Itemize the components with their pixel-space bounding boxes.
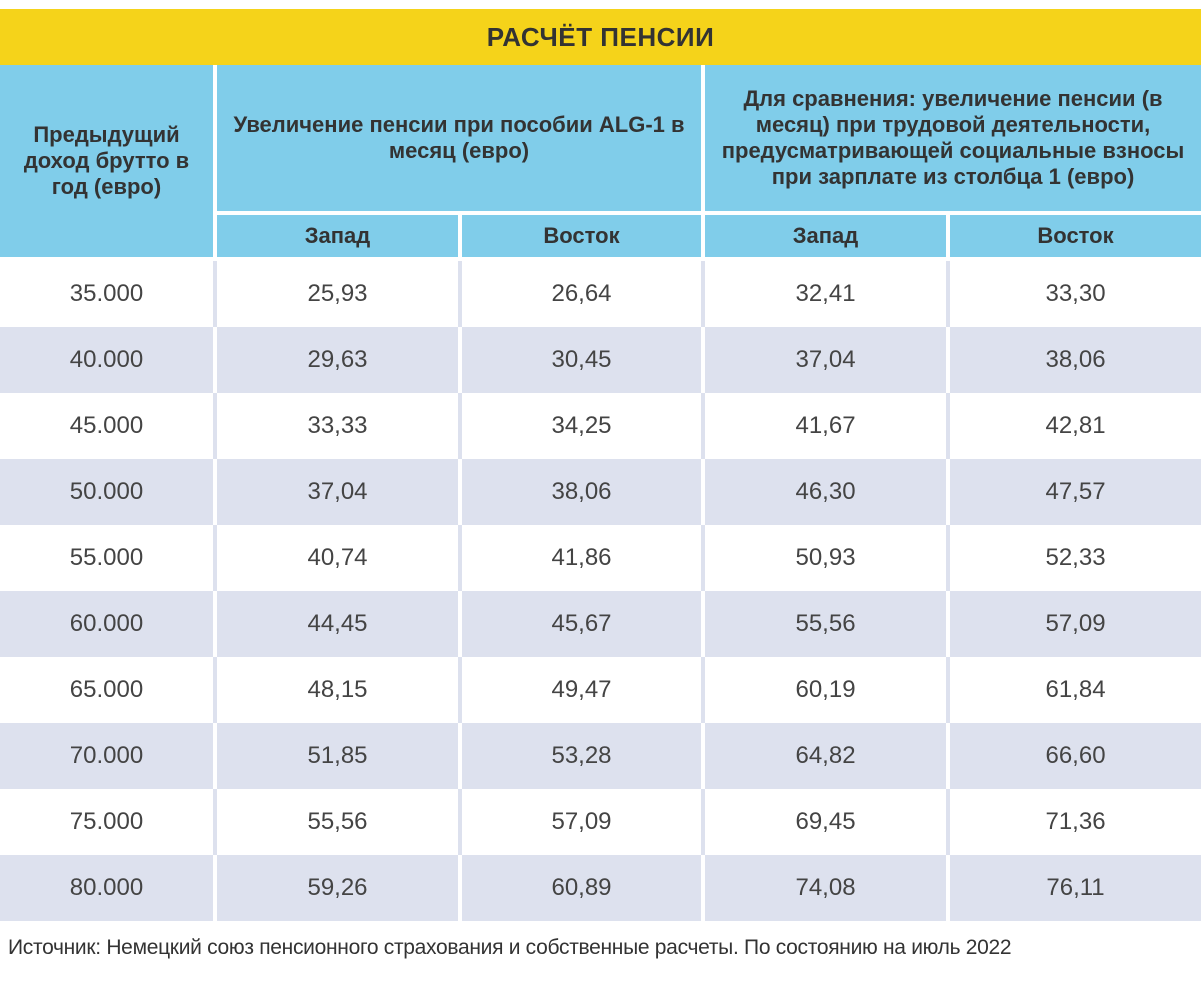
cell-alg1-east: 26,64	[462, 261, 706, 327]
cell-alg1-west: 25,93	[217, 261, 462, 327]
cell-comparison-east: 52,33	[950, 525, 1201, 591]
cell-comparison-east: 71,36	[950, 789, 1201, 855]
cell-alg1-west: 29,63	[217, 327, 462, 393]
cell-alg1-west: 55,56	[217, 789, 462, 855]
table-row: 55.000 40,74 41,86 50,93 52,33	[0, 525, 1201, 591]
cell-alg1-east: 60,89	[462, 855, 706, 921]
cell-alg1-west: 51,85	[217, 723, 462, 789]
subheader-east-alg1: Восток	[462, 215, 706, 261]
cell-alg1-west: 33,33	[217, 393, 462, 459]
subheader-west-comparison: Запад	[705, 215, 951, 261]
cell-alg1-east: 41,86	[462, 525, 706, 591]
header-alg1-increase: Увеличение пенсии при пособии ALG-1 в ме…	[217, 65, 706, 215]
pension-table: Предыдущий доход брутто в год (евро) Уве…	[0, 65, 1201, 921]
cell-alg1-east: 38,06	[462, 459, 706, 525]
table-row: 45.000 33,33 34,25 41,67 42,81	[0, 393, 1201, 459]
table-row: 50.000 37,04 38,06 46,30 47,57	[0, 459, 1201, 525]
cell-comparison-east: 66,60	[950, 723, 1201, 789]
cell-comparison-west: 60,19	[705, 657, 951, 723]
table-row: 60.000 44,45 45,67 55,56 57,09	[0, 591, 1201, 657]
cell-alg1-east: 53,28	[462, 723, 706, 789]
table-row: 35.000 25,93 26,64 32,41 33,30	[0, 261, 1201, 327]
cell-income: 40.000	[0, 327, 217, 393]
cell-alg1-east: 57,09	[462, 789, 706, 855]
cell-alg1-west: 48,15	[217, 657, 462, 723]
cell-comparison-west: 37,04	[705, 327, 951, 393]
cell-income: 65.000	[0, 657, 217, 723]
cell-comparison-west: 64,82	[705, 723, 951, 789]
cell-comparison-east: 42,81	[950, 393, 1201, 459]
subheader-west-alg1: Запад	[217, 215, 462, 261]
cell-alg1-east: 34,25	[462, 393, 706, 459]
cell-comparison-east: 61,84	[950, 657, 1201, 723]
table-row: 70.000 51,85 53,28 64,82 66,60	[0, 723, 1201, 789]
cell-income: 35.000	[0, 261, 217, 327]
cell-comparison-west: 41,67	[705, 393, 951, 459]
cell-alg1-east: 49,47	[462, 657, 706, 723]
cell-comparison-west: 46,30	[705, 459, 951, 525]
cell-comparison-west: 55,56	[705, 591, 951, 657]
cell-alg1-west: 40,74	[217, 525, 462, 591]
cell-income: 80.000	[0, 855, 217, 921]
cell-comparison-west: 50,93	[705, 525, 951, 591]
cell-comparison-east: 76,11	[950, 855, 1201, 921]
cell-comparison-west: 69,45	[705, 789, 951, 855]
cell-comparison-east: 38,06	[950, 327, 1201, 393]
cell-comparison-west: 74,08	[705, 855, 951, 921]
cell-alg1-west: 44,45	[217, 591, 462, 657]
header-comparison-increase: Для сравнения: увеличение пенсии (в меся…	[705, 65, 1201, 215]
cell-income: 45.000	[0, 393, 217, 459]
table-row: 40.000 29,63 30,45 37,04 38,06	[0, 327, 1201, 393]
cell-alg1-east: 30,45	[462, 327, 706, 393]
cell-alg1-east: 45,67	[462, 591, 706, 657]
cell-income: 70.000	[0, 723, 217, 789]
cell-comparison-west: 32,41	[705, 261, 951, 327]
subheader-east-comparison: Восток	[950, 215, 1201, 261]
cell-comparison-east: 47,57	[950, 459, 1201, 525]
cell-income: 55.000	[0, 525, 217, 591]
table-row: 75.000 55,56 57,09 69,45 71,36	[0, 789, 1201, 855]
table-row: 80.000 59,26 60,89 74,08 76,11	[0, 855, 1201, 921]
cell-income: 50.000	[0, 459, 217, 525]
cell-comparison-east: 57,09	[950, 591, 1201, 657]
header-previous-income: Предыдущий доход брутто в год (евро)	[0, 65, 217, 261]
cell-comparison-east: 33,30	[950, 261, 1201, 327]
cell-alg1-west: 59,26	[217, 855, 462, 921]
cell-income: 75.000	[0, 789, 217, 855]
cell-alg1-west: 37,04	[217, 459, 462, 525]
table-title: РАСЧЁТ ПЕНСИИ	[0, 9, 1201, 65]
cell-income: 60.000	[0, 591, 217, 657]
source-footnote: Источник: Немецкий союз пенсионного стра…	[8, 936, 1012, 959]
table-row: 65.000 48,15 49,47 60,19 61,84	[0, 657, 1201, 723]
